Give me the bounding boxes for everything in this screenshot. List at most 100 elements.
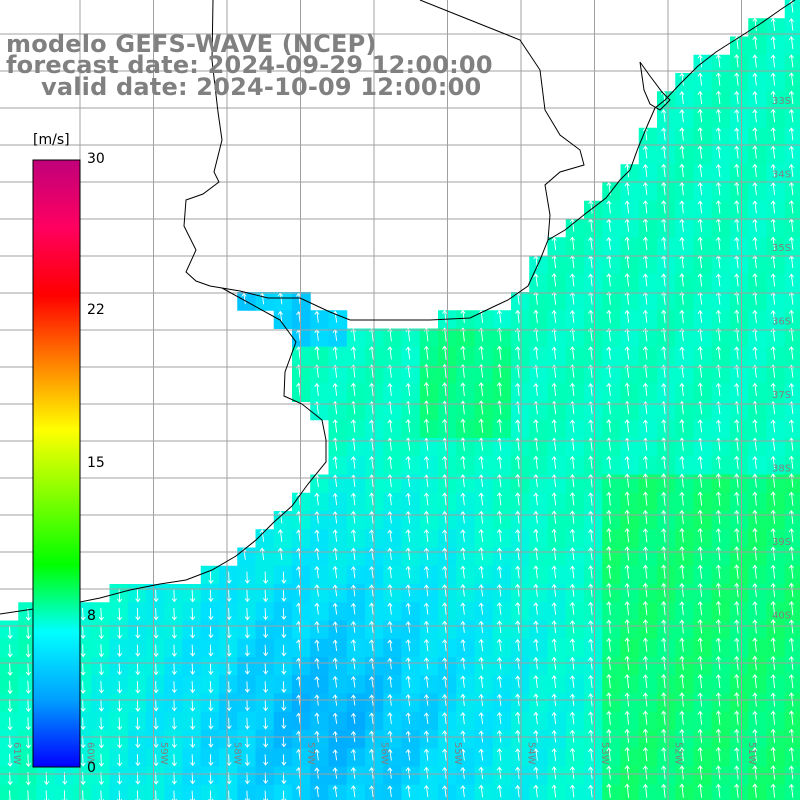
wind-arrow: [533, 419, 539, 433]
wind-arrow: [624, 747, 630, 762]
wind-cell: [638, 730, 658, 749]
wind-cell: [383, 711, 402, 731]
wind-arrow: [679, 145, 685, 159]
wind-cell: [584, 693, 603, 713]
wind-cell: [547, 748, 567, 767]
wind-cell: [547, 711, 567, 731]
longitude-label: 55W: [452, 742, 463, 765]
wind-cell: [730, 529, 749, 548]
wind-arrow: [715, 72, 721, 86]
wind-arrow: [153, 790, 159, 800]
wind-cell: [693, 200, 713, 220]
wind-cell: [401, 657, 421, 676]
wind-arrow: [569, 656, 575, 670]
wind-cell: [529, 766, 548, 786]
wind-arrow: [515, 565, 521, 579]
wind-arrow: [770, 746, 776, 762]
wind-arrow: [332, 657, 338, 670]
wind-cell: [675, 310, 694, 329]
wind-cell: [511, 419, 530, 439]
wind-arrow: [515, 657, 521, 670]
wind-arrow: [478, 455, 484, 469]
wind-arrow: [496, 784, 502, 798]
wind-cell: [602, 200, 621, 220]
wind-cell: [657, 620, 676, 640]
wind-arrow: [277, 310, 283, 323]
wind-cell: [383, 346, 402, 366]
wind-cell: [492, 456, 512, 475]
wind-arrow: [551, 273, 557, 287]
wind-arrow: [770, 491, 776, 506]
wind-cell: [657, 127, 676, 147]
wind-cell: [346, 529, 366, 548]
wind-arrow: [734, 181, 740, 196]
wind-arrow: [135, 662, 141, 676]
wind-cell: [474, 328, 494, 348]
wind-arrow: [350, 748, 356, 761]
wind-arrow: [533, 748, 539, 761]
wind-cell: [657, 748, 676, 767]
wind-cell: [492, 474, 512, 494]
wind-arrow: [369, 748, 375, 761]
wind-cell: [693, 164, 713, 183]
wind-cell: [602, 584, 621, 603]
wind-arrow: [135, 680, 141, 694]
wind-cell: [456, 784, 475, 800]
wind-arrow: [697, 346, 703, 360]
wind-cell: [474, 784, 494, 800]
wind-arrow: [350, 785, 356, 798]
wind-arrow: [752, 509, 758, 525]
wind-arrow: [277, 547, 283, 561]
wind-arrow: [642, 291, 648, 305]
wind-cell: [328, 730, 348, 749]
wind-arrow: [62, 790, 68, 800]
wind-arrow: [715, 509, 721, 524]
wind-cell: [711, 456, 731, 475]
wind-cell: [675, 328, 694, 348]
wind-arrow: [496, 547, 502, 561]
wind-cell: [711, 602, 731, 621]
wind-cell: [565, 419, 585, 439]
wind-arrow: [770, 17, 776, 31]
wind-cell: [602, 219, 621, 238]
wind-cell: [310, 547, 329, 567]
wind-cell: [547, 346, 567, 366]
wind-cell: [383, 766, 402, 786]
wind-arrow: [624, 728, 630, 743]
wind-cell: [711, 584, 731, 603]
wind-arrow: [460, 474, 466, 488]
wind-arrow: [569, 601, 575, 615]
wind-cell: [711, 310, 731, 329]
wind-cell: [602, 383, 621, 402]
wind-cell: [620, 328, 640, 348]
wind-arrow: [332, 492, 338, 506]
wind-cell: [748, 383, 767, 402]
wind-arrow: [770, 145, 776, 159]
wind-cell: [766, 200, 786, 220]
wind-cell: [383, 474, 402, 494]
wind-arrow: [624, 491, 630, 506]
wind-cell: [328, 474, 348, 494]
wind-arrow: [244, 735, 250, 748]
wind-cell: [492, 584, 512, 603]
wind-arrow: [588, 510, 594, 524]
wind-cell: [419, 529, 439, 548]
wind-cell: [748, 638, 767, 658]
wind-cell: [638, 602, 658, 621]
wind-cell: [584, 200, 603, 220]
wind-arrow: [369, 657, 375, 670]
wind-arrow: [350, 657, 356, 670]
wind-arrow: [588, 291, 594, 305]
wind-arrow: [405, 529, 411, 542]
wind-arrow: [551, 510, 557, 524]
wind-arrow: [332, 474, 338, 488]
wind-arrow: [788, 491, 794, 506]
wind-cell: [675, 109, 694, 129]
longitude-label: 54W: [526, 742, 537, 765]
wind-cell: [456, 711, 475, 731]
wind-cell: [492, 693, 512, 713]
wind-cell: [638, 365, 658, 384]
wind-arrow: [80, 662, 86, 676]
wind-cell: [620, 365, 640, 384]
wind-arrow: [314, 547, 320, 560]
